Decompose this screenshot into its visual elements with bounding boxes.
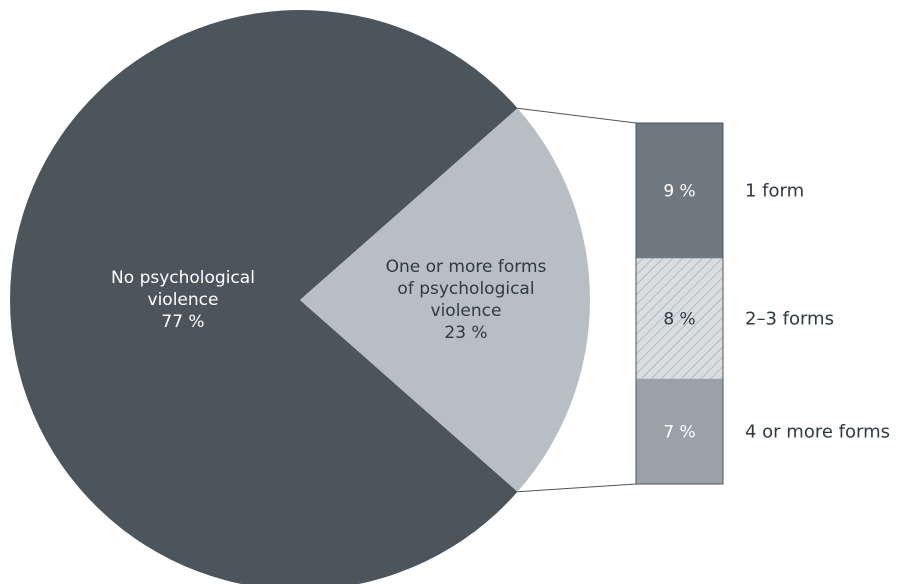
pie-slice-violence: [300, 108, 590, 492]
bar-category-label: 4 or more forms: [745, 421, 890, 442]
pie: [10, 10, 590, 584]
bar-category-label: 1 form: [745, 181, 804, 202]
pie-label-no-violence: No psychological violence 77 %: [111, 268, 255, 332]
breakdown-bar: [635, 122, 724, 485]
bar-segment-1: [636, 123, 723, 259]
bar-value-label: 7 %: [663, 422, 695, 442]
labels: No psychological violence 77 % One or more …: [111, 181, 890, 443]
bar-segment-3: [636, 378, 723, 484]
connector-line-bottom: [517, 483, 637, 493]
pie-slice-no-violence: [10, 10, 518, 584]
bar-value-label: 9 %: [663, 182, 695, 202]
connector-line-top: [517, 107, 637, 124]
pie-label-violence: One or more forms of psychological violenc…: [386, 257, 547, 343]
bar-category-label: 2–3 forms: [745, 309, 834, 330]
bar-value-label: 8 %: [663, 310, 695, 330]
bar-outline: [635, 122, 724, 485]
bar-segment-2: [636, 258, 723, 379]
connector-lines: [517, 107, 637, 493]
